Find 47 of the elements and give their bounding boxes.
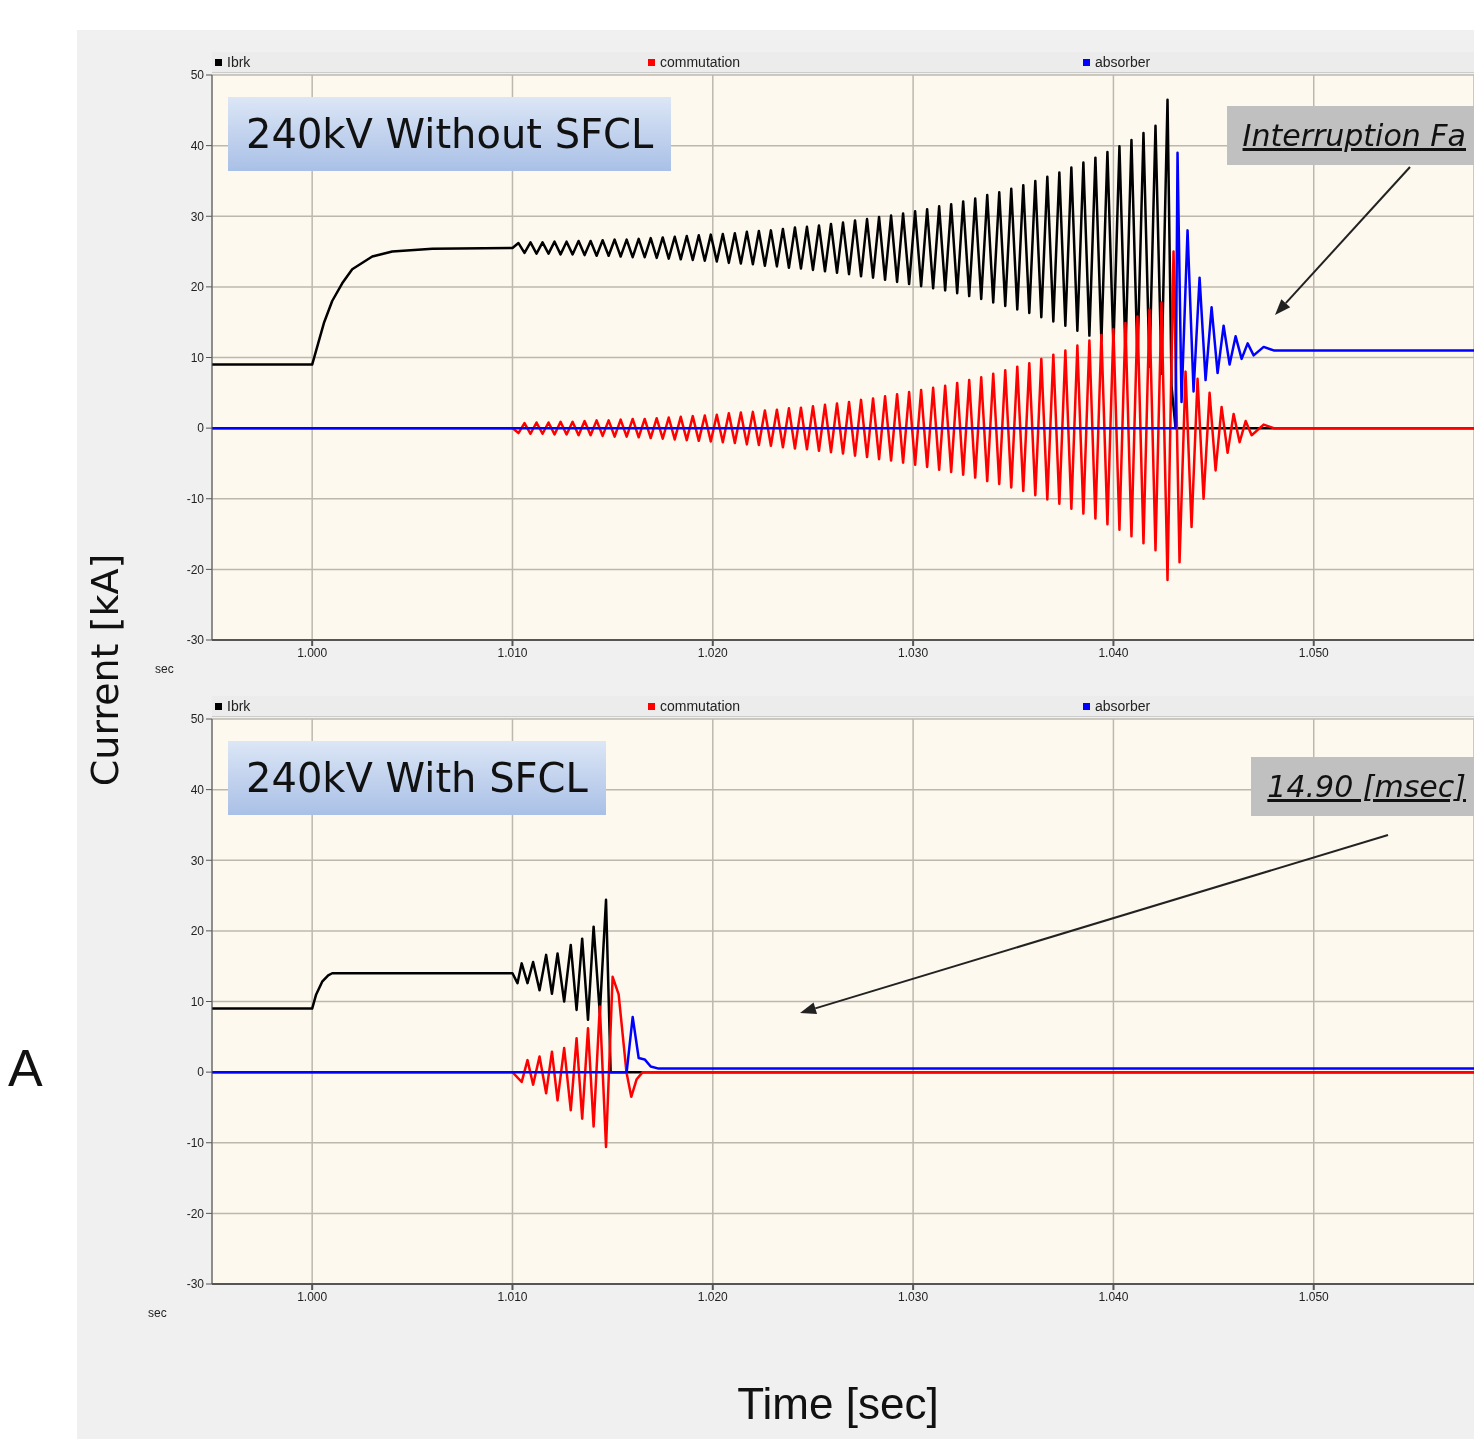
y-axis-title: Current [kA] bbox=[83, 553, 127, 787]
x-tick-label: 1.030 bbox=[898, 1289, 929, 1304]
annotation: Interruption Fa bbox=[1226, 106, 1474, 165]
x-tick-label: 1.050 bbox=[1298, 1289, 1330, 1304]
legend-label: Ibrk bbox=[227, 54, 251, 70]
line-series bbox=[212, 151, 1474, 430]
annotation: 14.90 [msec] bbox=[1251, 757, 1474, 816]
y-tick-label: 50 bbox=[190, 68, 205, 83]
legend-label: commutation bbox=[660, 698, 741, 714]
y-tick-label: 10 bbox=[190, 994, 205, 1009]
line-series bbox=[212, 1015, 1474, 1074]
x-tick-label: 1.020 bbox=[697, 645, 729, 660]
text: 240kV With SFCL bbox=[228, 741, 606, 815]
x-tick-label: 1.050 bbox=[1298, 645, 1330, 660]
y-tick-label: 30 bbox=[190, 853, 205, 868]
y-tick-label: -10 bbox=[186, 492, 205, 507]
text: 240kV Without SFCL bbox=[228, 97, 672, 171]
legend-label: commutation bbox=[660, 54, 741, 70]
x-tick-label: 1.040 bbox=[1098, 645, 1129, 660]
x-tick-label: 1.020 bbox=[697, 1289, 729, 1304]
y-tick-label: 40 bbox=[190, 782, 205, 797]
text: sec bbox=[155, 662, 174, 676]
text: sec bbox=[148, 1306, 167, 1320]
y-tick-label: 40 bbox=[190, 138, 205, 153]
x-axis-title: Time [sec] bbox=[737, 1379, 939, 1429]
x-tick-label: 1.000 bbox=[297, 645, 328, 660]
y-tick-label: 30 bbox=[190, 209, 205, 224]
legend-label: absorber bbox=[1095, 698, 1151, 714]
x-tick-label: 1.010 bbox=[497, 645, 528, 660]
legend-label: absorber bbox=[1095, 54, 1151, 70]
y-tick-label: 20 bbox=[190, 280, 205, 295]
y-tick-label: -10 bbox=[186, 1136, 205, 1151]
text: A bbox=[8, 1038, 43, 1098]
y-tick-label: 20 bbox=[190, 924, 205, 939]
x-tick-label: 1.000 bbox=[297, 1289, 328, 1304]
y-tick-label: 0 bbox=[197, 421, 205, 436]
y-tick-label: -20 bbox=[186, 1206, 205, 1221]
y-tick-label: 10 bbox=[190, 350, 205, 365]
x-tick-label: 1.040 bbox=[1098, 1289, 1129, 1304]
y-tick-label: -30 bbox=[186, 633, 205, 648]
x-tick-label: 1.030 bbox=[898, 645, 929, 660]
y-tick-label: 50 bbox=[190, 712, 205, 727]
x-tick-label: 1.010 bbox=[497, 1289, 528, 1304]
legend-label: Ibrk bbox=[227, 698, 251, 714]
y-tick-label: -30 bbox=[186, 1277, 205, 1292]
y-tick-label: -20 bbox=[186, 562, 205, 577]
y-tick-label: 0 bbox=[197, 1065, 205, 1080]
